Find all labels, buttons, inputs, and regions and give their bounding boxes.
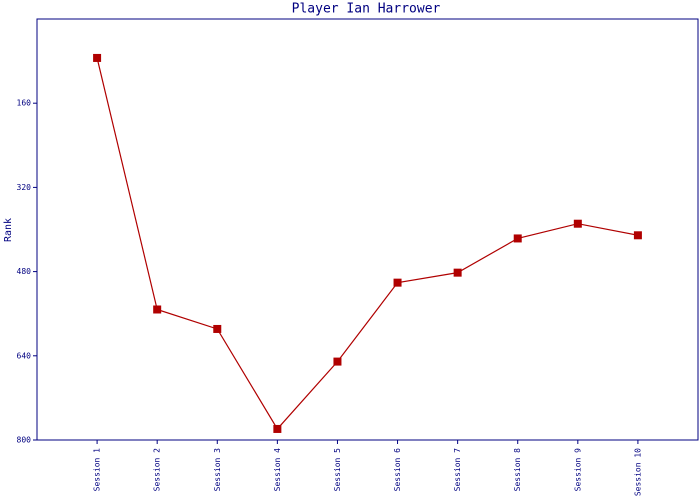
y-axis-label: Rank — [3, 218, 14, 242]
x-tick-label: Session 4 — [273, 448, 282, 492]
marker — [393, 278, 402, 287]
x-tick-label: Session 10 — [633, 448, 642, 496]
x-tick-label: Session 1 — [93, 448, 102, 492]
marker — [333, 357, 342, 366]
line — [96, 57, 639, 430]
x-tick-label: Session 9 — [573, 448, 582, 492]
x-tick-label: Session 6 — [393, 448, 402, 492]
x-tick-label: Session 7 — [453, 448, 462, 492]
y-tick-label: 800 — [17, 436, 32, 445]
marker — [153, 305, 162, 314]
y-tick-label: 320 — [17, 183, 32, 192]
marker — [453, 268, 462, 277]
marker — [633, 231, 642, 240]
y-tick-label: 480 — [17, 267, 32, 276]
x-tick-label: Session 3 — [213, 448, 222, 492]
marker — [93, 53, 102, 62]
x-tick-label: Session 5 — [333, 448, 342, 492]
marker — [513, 234, 522, 243]
marker — [213, 324, 222, 333]
chart-title: Player Ian Harrower — [292, 2, 441, 17]
x-tick-label: Session 8 — [513, 448, 522, 492]
marker — [273, 424, 282, 433]
y-tick-label: 160 — [17, 99, 32, 108]
y-tick-label: 640 — [17, 351, 32, 360]
plot-frame — [36, 18, 699, 441]
x-tick-label: Session 2 — [153, 448, 162, 492]
marker — [573, 219, 582, 228]
